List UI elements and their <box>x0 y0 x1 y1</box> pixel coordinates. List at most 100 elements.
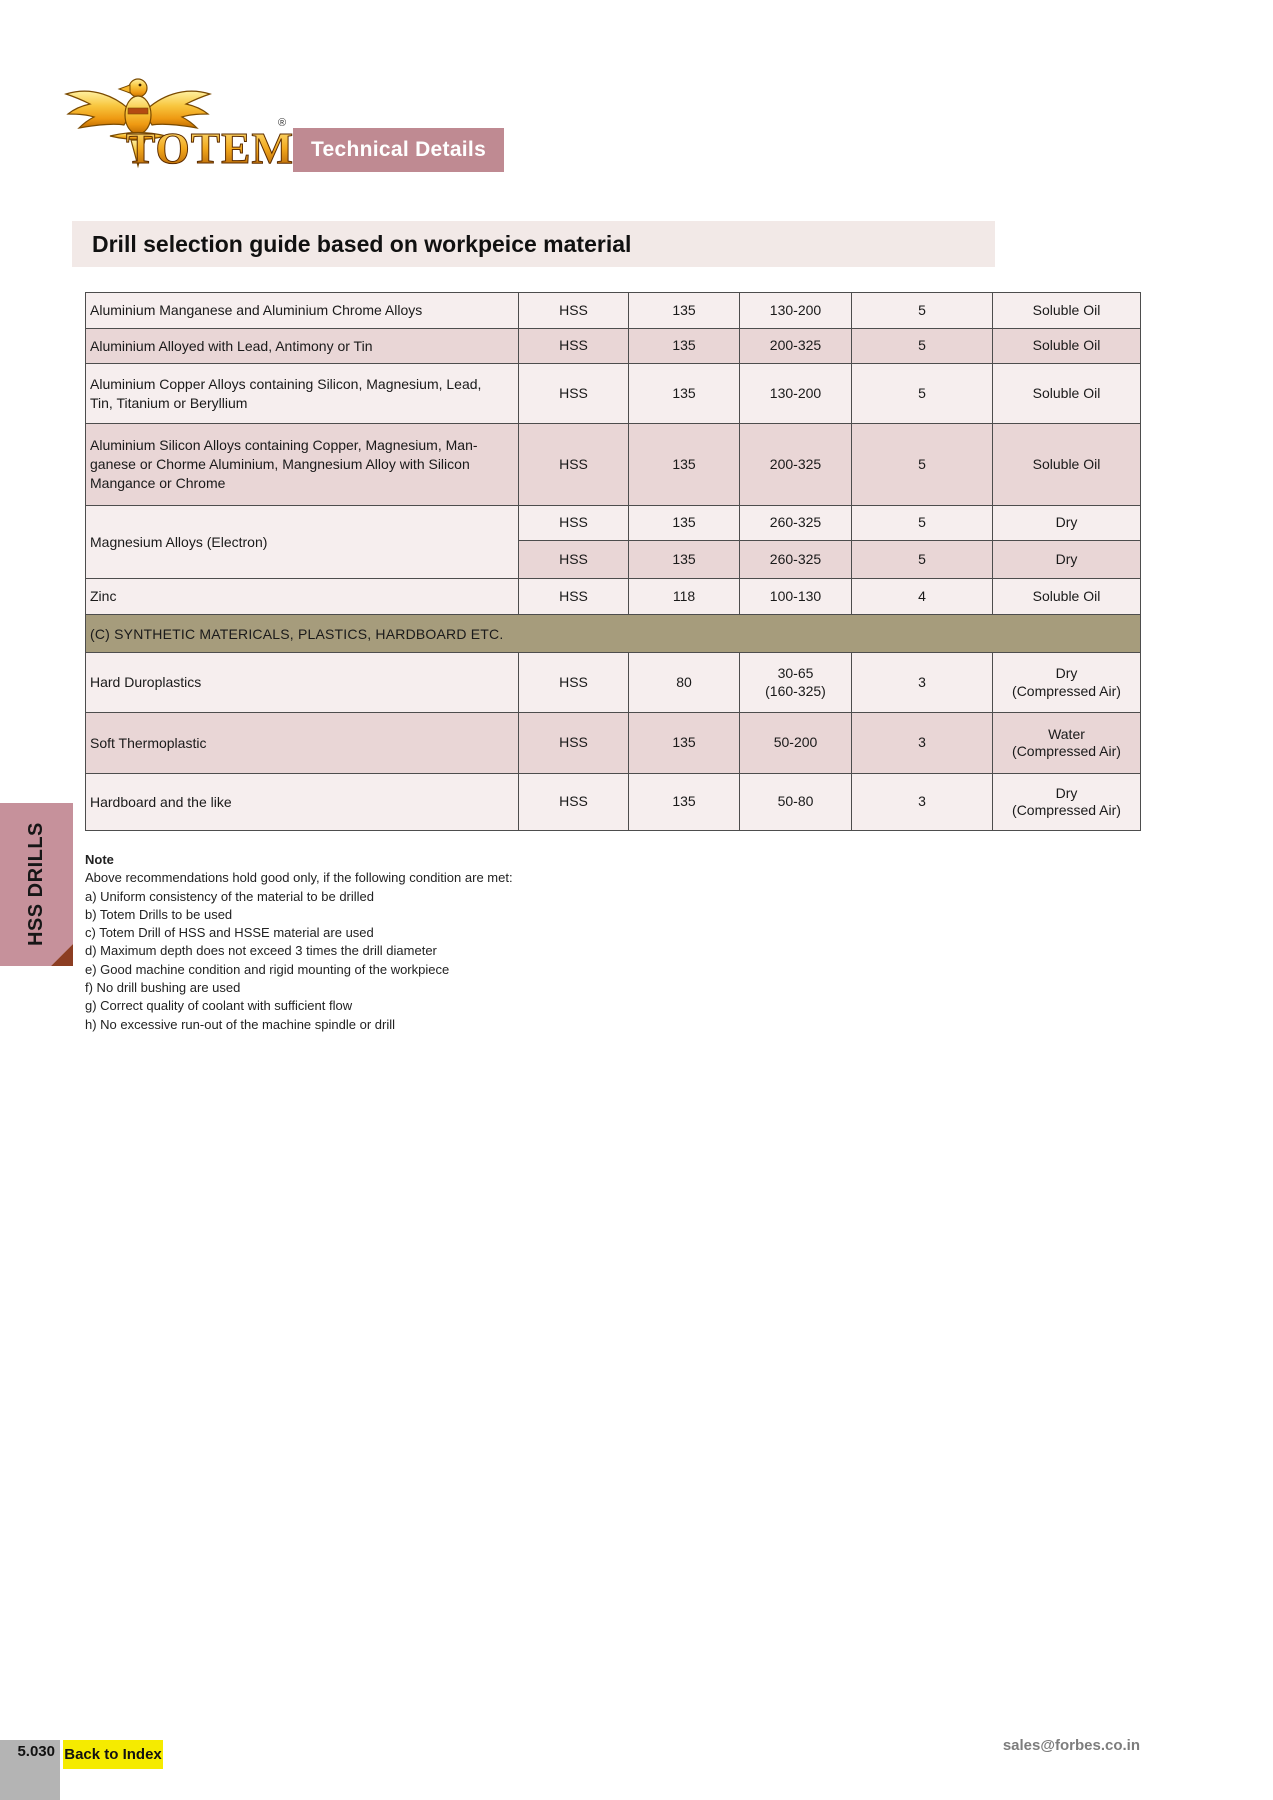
note-block: Note Above recommendations hold good onl… <box>85 851 645 1034</box>
material-cell: Soft Thermoplastic <box>85 712 519 774</box>
drill-type-cell: HSS <box>518 773 629 831</box>
back-to-index-button[interactable]: Back to Index <box>63 1740 163 1769</box>
table-row: Aluminium Silicon Alloys containing Copp… <box>85 423 1141 506</box>
point-angle-cell: 80 <box>628 652 740 713</box>
note-item: f) No drill bushing are used <box>85 980 241 996</box>
feed-cell: 5 <box>851 328 993 364</box>
registered-mark: ® <box>278 117 286 129</box>
material-cell: Aluminium Silicon Alloys containing Copp… <box>85 423 519 506</box>
cutting-speed-cell: 130-200 <box>739 363 852 424</box>
coolant-cell: Dry <box>992 540 1141 579</box>
feed-cell: 3 <box>851 712 993 774</box>
table-row: HSS 135 260-325 5 Dry <box>86 540 1141 579</box>
badge-label: Technical Details <box>310 138 487 161</box>
coolant-cell: Dry (Compressed Air) <box>992 652 1141 713</box>
coolant-cell: Dry (Compressed Air) <box>992 773 1141 831</box>
totem-eagle-icon: TOTEM ® <box>64 78 294 174</box>
note-heading: Note <box>85 852 114 867</box>
feed-cell: 3 <box>851 652 993 713</box>
point-angle-cell: 135 <box>628 540 740 579</box>
cutting-speed-cell: 200-325 <box>739 423 852 506</box>
coolant-cell: Soluble Oil <box>992 292 1141 329</box>
drill-type-cell: HSS <box>518 578 629 615</box>
table-row: Magnesium Alloys (Electron) HSS 135 260-325… <box>85 505 1141 579</box>
point-angle-cell: 135 <box>628 712 740 774</box>
feed-cell: 4 <box>851 578 993 615</box>
page-number: 5.030 <box>17 1743 55 1760</box>
material-cell: Hardboard and the like <box>85 773 519 831</box>
drill-type-cell: HSS <box>518 505 629 541</box>
cutting-speed-cell: 50-200 <box>739 712 852 774</box>
table-row: Hardboard and the like HSS 135 50-80 3 Dry (C… <box>85 773 1141 831</box>
coolant-cell: Soluble Oil <box>992 578 1141 615</box>
feed-cell: 5 <box>851 505 993 541</box>
section-header-cell: (C) SYNTHETIC MATERICALS, PLASTICS, HARD… <box>85 614 1141 653</box>
note-item: b) Totem Drills to be used <box>85 906 233 922</box>
note-item: c) Totem Drill of HSS and HSSE material … <box>85 925 374 941</box>
drill-selection-table-wrap: Aluminium Manganese and Aluminium Chrome… <box>85 292 1141 831</box>
material-cell: Hard Duroplastics <box>85 652 519 713</box>
note-item: g) Correct quality of coolant with suffi… <box>85 998 353 1014</box>
material-cell: Aluminium Alloyed with Lead, Antimony or… <box>85 328 519 364</box>
table-row: Aluminium Manganese and Aluminium Chrome… <box>85 292 1141 329</box>
back-to-index-label: Back to Index <box>64 1746 162 1763</box>
material-cell: Zinc <box>85 578 519 615</box>
cutting-speed-cell: 260-325 <box>739 505 852 541</box>
drill-type-cell: HSS <box>518 652 629 713</box>
title-banner: Drill selection guide based on workpeice… <box>72 221 995 267</box>
material-cell: Aluminium Manganese and Aluminium Chrome… <box>85 292 519 329</box>
drill-type-cell: HSS <box>518 712 629 774</box>
coolant-cell: Dry <box>992 505 1141 541</box>
drill-type-cell: HSS <box>518 292 629 329</box>
note-item: h) No excessive run-out of the machine s… <box>85 1016 395 1032</box>
note-item: e) Good machine condition and rigid moun… <box>85 961 450 977</box>
page-number-box: 5.030 <box>0 1740 60 1800</box>
folded-corner-icon <box>51 944 73 966</box>
tab-label: HSS DRILLS <box>25 822 47 947</box>
point-angle-cell: 135 <box>628 423 740 506</box>
point-angle-cell: 135 <box>628 505 740 541</box>
material-cell: Magnesium Alloys (Electron) <box>85 505 519 579</box>
table-row: Hard Duroplastics HSS 80 30-65 (160-325) 3 Dr… <box>85 652 1141 713</box>
coolant-cell: Soluble Oil <box>992 328 1141 364</box>
drill-type-cell: HSS <box>518 328 629 364</box>
drill-type-cell: HSS <box>518 423 629 506</box>
feed-cell: 5 <box>851 423 993 506</box>
totem-logo: TOTEM ® <box>60 70 296 174</box>
contact-email: sales@forbes.co.in <box>1002 1737 1140 1754</box>
coolant-cell: Soluble Oil <box>992 423 1141 506</box>
page-title: Drill selection guide based on workpeice… <box>92 230 632 257</box>
cutting-speed-cell: 200-325 <box>739 328 852 364</box>
drill-type-cell: HSS <box>518 540 629 579</box>
table-row: Zinc HSS 118 100-130 4 Soluble Oil <box>85 578 1141 615</box>
feed-cell: 3 <box>851 773 993 831</box>
point-angle-cell: 135 <box>628 292 740 329</box>
point-angle-cell: 135 <box>628 328 740 364</box>
table-row: (C) SYNTHETIC MATERICALS, PLASTICS, HARD… <box>85 614 1141 653</box>
feed-cell: 5 <box>851 363 993 424</box>
note-intro: Above recommendations hold good only, if… <box>85 870 513 886</box>
cutting-speed-cell: 50-80 <box>739 773 852 831</box>
technical-details-badge: Technical Details <box>293 128 504 172</box>
feed-cell: 5 <box>851 540 993 579</box>
table-row: Soft Thermoplastic HSS 135 50-200 3 Water (Co… <box>85 712 1141 774</box>
tab-background <box>0 803 73 966</box>
coolant-cell: Soluble Oil <box>992 363 1141 424</box>
table-row: Aluminium Copper Alloys containing Silic… <box>85 363 1141 424</box>
cutting-speed-cell: 130-200 <box>739 292 852 329</box>
point-angle-cell: 118 <box>628 578 740 615</box>
cutting-speed-cell: 260-325 <box>739 540 852 579</box>
feed-cell: 5 <box>851 292 993 329</box>
cutting-speed-cell: 100-130 <box>739 578 852 615</box>
drill-selection-table: Aluminium Manganese and Aluminium Chrome… <box>85 292 1141 831</box>
note-item: a) Uniform consistency of the material t… <box>85 888 375 904</box>
note-items: a) Uniform consistency of the material t… <box>85 888 645 1034</box>
material-cell: Aluminium Copper Alloys containing Silic… <box>85 363 519 424</box>
table-row: Aluminium Alloyed with Lead, Antimony or… <box>85 328 1141 364</box>
coolant-cell: Water (Compressed Air) <box>992 712 1141 774</box>
point-angle-cell: 135 <box>628 773 740 831</box>
svg-text:TOTEM: TOTEM <box>126 124 294 173</box>
drill-type-cell: HSS <box>518 363 629 424</box>
cutting-speed-cell: 30-65 (160-325) <box>739 652 852 713</box>
